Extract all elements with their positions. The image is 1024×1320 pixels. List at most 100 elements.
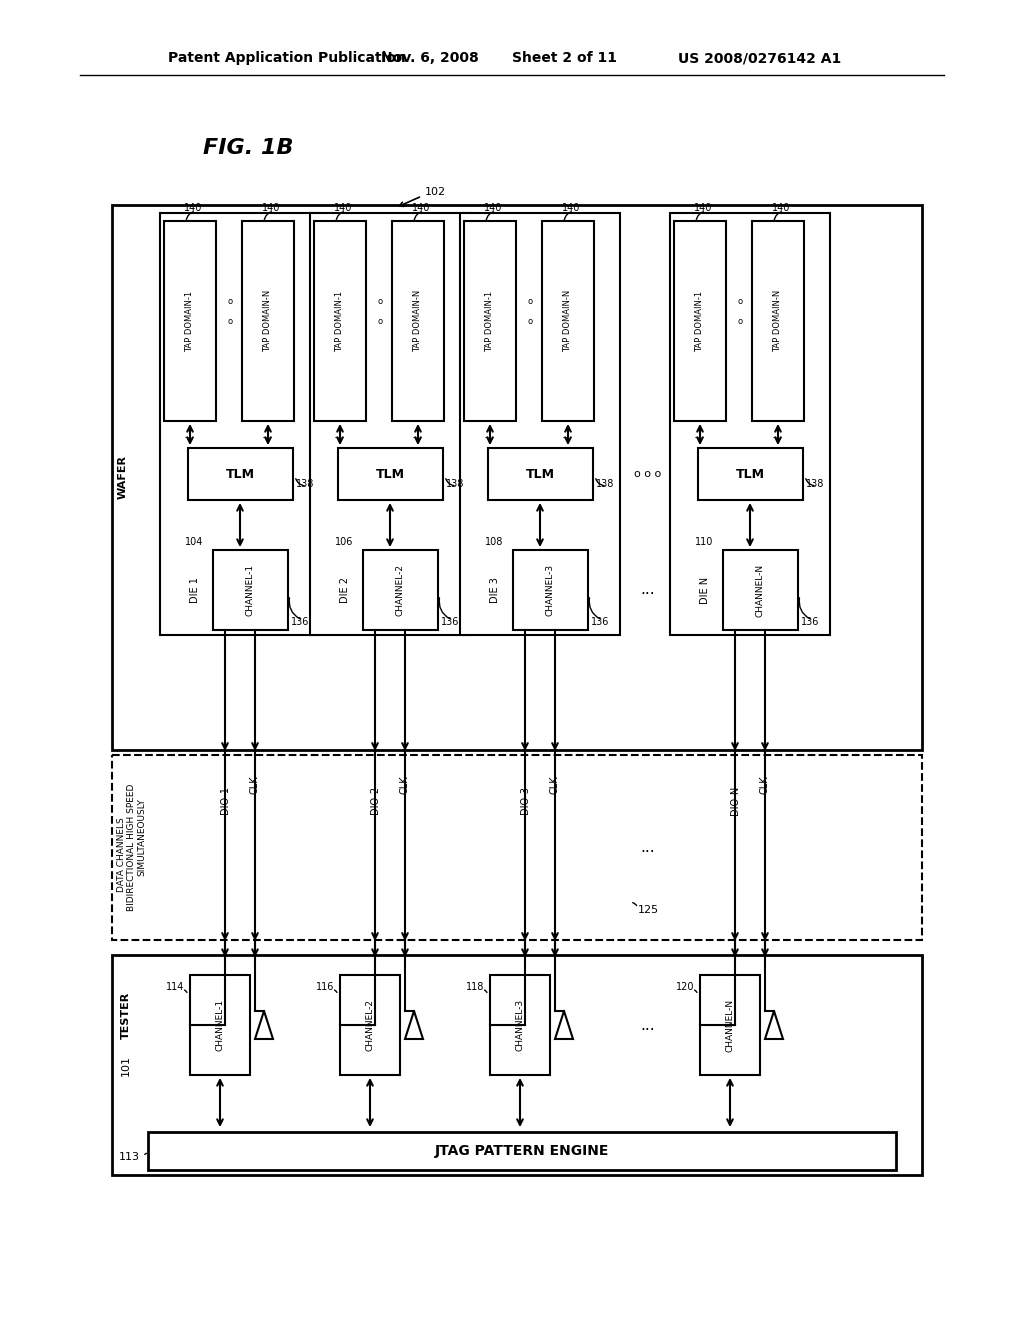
Text: o: o [737,297,742,305]
Text: CLK: CLK [550,776,560,795]
Text: ...: ... [562,428,574,441]
Text: CLK: CLK [400,776,410,795]
Bar [160,213,319,635]
Text: ...: ... [641,582,655,598]
Text: TLM: TLM [225,467,255,480]
Text: SIMULTANEOUSLY: SIMULTANEOUSLY [137,799,146,876]
Text: 138: 138 [596,479,614,488]
Bar [700,975,760,1074]
Bar [670,213,830,635]
Text: 136: 136 [440,616,459,627]
Text: CLK: CLK [760,776,770,795]
Text: o o o: o o o [635,469,662,479]
Text: 116: 116 [315,982,334,993]
Bar [112,954,922,1175]
Text: TAP DOMAIN-N: TAP DOMAIN-N [263,290,272,352]
Text: ...: ... [641,1018,655,1032]
Text: o: o [737,317,742,326]
Text: 140: 140 [412,203,430,213]
Text: TAP DOMAIN-1: TAP DOMAIN-1 [336,290,344,351]
Text: ...: ... [334,428,346,441]
Text: CHANNEL-N: CHANNEL-N [756,564,765,616]
Bar [314,220,366,421]
Text: 104: 104 [185,537,204,546]
Text: TLM: TLM [525,467,555,480]
Text: Nov. 6, 2008: Nov. 6, 2008 [381,51,479,65]
Text: 101: 101 [121,1055,131,1076]
Text: CHANNEL-N: CHANNEL-N [725,998,734,1052]
Text: o: o [378,297,383,305]
Bar [490,975,550,1074]
Text: ...: ... [184,428,196,441]
Bar [723,550,798,630]
Text: DIE N: DIE N [700,577,710,603]
Text: TAP DOMAIN-1: TAP DOMAIN-1 [695,290,705,351]
Text: ...: ... [694,428,706,441]
Text: ...: ... [262,428,274,441]
Text: ...: ... [484,428,496,441]
Text: 120: 120 [676,982,694,993]
Bar [190,975,250,1074]
Text: 140: 140 [694,203,712,213]
Text: BIDIRECTIONAL HIGH SPEED: BIDIRECTIONAL HIGH SPEED [128,783,136,911]
Text: TLM: TLM [376,467,404,480]
Bar [310,213,470,635]
Text: 106: 106 [335,537,353,546]
Text: 125: 125 [638,906,659,915]
Text: 138: 138 [445,479,464,488]
Text: o: o [227,317,232,326]
Bar [392,220,444,421]
Text: DIO-2: DIO-2 [370,785,380,814]
Text: TAP DOMAIN-1: TAP DOMAIN-1 [185,290,195,351]
Text: 114: 114 [166,982,184,993]
Text: 140: 140 [562,203,581,213]
Text: DIE 3: DIE 3 [490,577,500,603]
Text: TESTER: TESTER [121,991,131,1039]
Text: 140: 140 [772,203,791,213]
Bar [164,220,216,421]
Text: CHANNEL-2: CHANNEL-2 [366,999,375,1051]
Text: 136: 136 [291,616,309,627]
Text: FIG. 1B: FIG. 1B [203,139,293,158]
Text: 138: 138 [296,479,314,488]
Text: DIO-N: DIO-N [730,785,740,814]
Text: 140: 140 [262,203,281,213]
Text: WAFER: WAFER [118,455,128,499]
Text: 108: 108 [485,537,504,546]
Text: 140: 140 [483,203,502,213]
Text: 102: 102 [425,187,446,197]
Text: 113: 113 [119,1152,140,1162]
Text: CHANNEL-3: CHANNEL-3 [515,999,524,1051]
Bar [242,220,294,421]
Text: CHANNEL-1: CHANNEL-1 [215,999,224,1051]
Text: o: o [527,317,532,326]
Text: TAP DOMAIN-N: TAP DOMAIN-N [563,290,572,352]
Bar [213,550,288,630]
Text: 136: 136 [591,616,609,627]
Bar [542,220,594,421]
Text: TLM: TLM [735,467,765,480]
Text: US 2008/0276142 A1: US 2008/0276142 A1 [678,51,842,65]
Text: JTAG PATTERN ENGINE: JTAG PATTERN ENGINE [435,1144,609,1158]
Text: 110: 110 [695,537,714,546]
Bar [674,220,726,421]
Text: o: o [527,297,532,305]
Text: ...: ... [641,840,655,854]
Text: TAP DOMAIN-1: TAP DOMAIN-1 [485,290,495,351]
Text: DIO-1: DIO-1 [220,785,230,814]
Text: DIE 2: DIE 2 [340,577,350,603]
Bar [464,220,516,421]
Text: CHANNEL-1: CHANNEL-1 [246,564,255,616]
Text: 118: 118 [466,982,484,993]
Bar [362,550,438,630]
Text: TAP DOMAIN-N: TAP DOMAIN-N [773,290,782,352]
Bar [188,447,293,500]
Text: 136: 136 [801,616,819,627]
Bar [148,1133,896,1170]
Text: CHANNEL-3: CHANNEL-3 [546,564,555,616]
Text: DIE 1: DIE 1 [190,577,200,603]
Bar [460,213,620,635]
Text: 140: 140 [184,203,202,213]
Text: CHANNEL-2: CHANNEL-2 [395,564,404,616]
Text: 138: 138 [806,479,824,488]
